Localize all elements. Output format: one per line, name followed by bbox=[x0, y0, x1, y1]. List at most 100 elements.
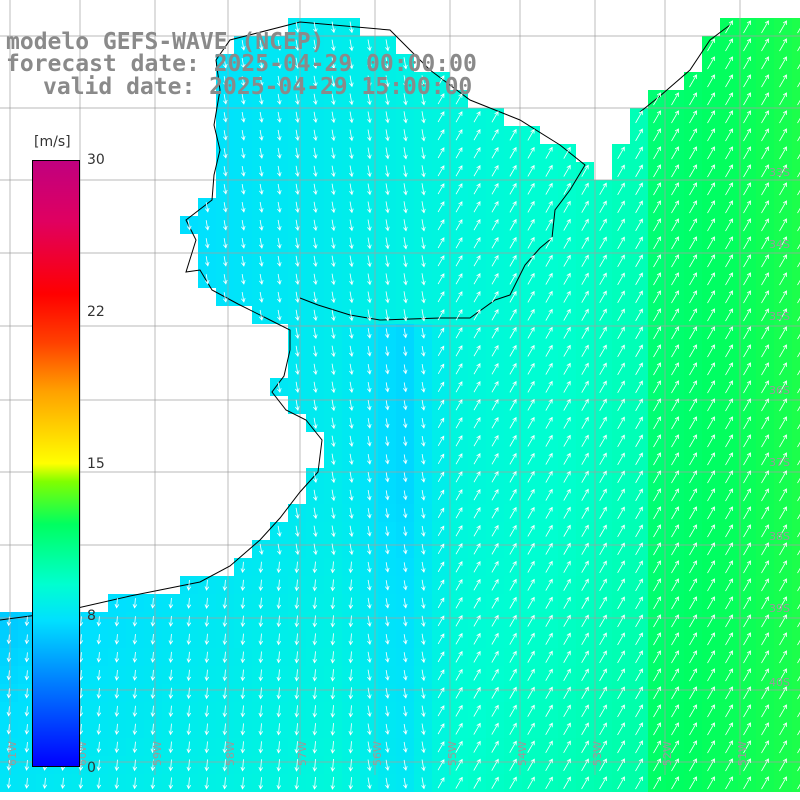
wind-arrow bbox=[689, 668, 697, 682]
wind-arrow bbox=[599, 326, 607, 339]
wind-arrow bbox=[581, 254, 589, 267]
wind-arrow bbox=[797, 45, 800, 52]
wind-cell bbox=[792, 378, 800, 396]
wind-arrow bbox=[509, 632, 517, 645]
wind-arrow bbox=[259, 129, 264, 141]
wind-arrow bbox=[437, 75, 445, 87]
wind-arrow bbox=[563, 416, 571, 429]
wind-arrow bbox=[671, 308, 679, 322]
wind-arrow bbox=[473, 111, 481, 123]
wind-arrow bbox=[222, 633, 228, 646]
wind-arrow bbox=[581, 308, 589, 321]
wind-arrow bbox=[509, 200, 517, 213]
wind-arrow bbox=[635, 272, 643, 286]
wind-arrow bbox=[294, 597, 300, 610]
wind-arrow bbox=[437, 291, 445, 303]
wind-arrow bbox=[671, 254, 679, 268]
wind-arrow bbox=[421, 525, 426, 537]
colorbar-unit: [m/s] bbox=[34, 134, 71, 150]
wind-arrow bbox=[455, 722, 463, 735]
wind-arrow bbox=[797, 459, 800, 466]
wind-arrow bbox=[330, 651, 336, 664]
wind-arrow bbox=[671, 182, 679, 196]
wind-arrow bbox=[617, 308, 625, 321]
wind-arrow bbox=[313, 489, 318, 502]
wind-arrow bbox=[150, 687, 156, 700]
wind-arrow bbox=[743, 380, 751, 394]
wind-arrow bbox=[509, 740, 517, 753]
wind-arrow bbox=[313, 381, 318, 394]
wind-arrow bbox=[545, 470, 553, 483]
wind-arrow bbox=[725, 38, 733, 52]
wind-arrow bbox=[707, 452, 715, 466]
wind-arrow bbox=[349, 165, 354, 178]
wind-arrow bbox=[367, 579, 372, 591]
wind-arrow bbox=[295, 21, 300, 33]
wind-arrow bbox=[653, 254, 661, 268]
wind-arrow bbox=[761, 578, 769, 592]
wind-arrow bbox=[295, 543, 300, 556]
wind-arrow bbox=[563, 218, 571, 231]
wind-arrow bbox=[599, 380, 607, 393]
wind-cell bbox=[792, 360, 800, 378]
wind-arrow bbox=[276, 651, 282, 664]
wind-arrow bbox=[653, 650, 661, 664]
wind-arrow bbox=[313, 183, 318, 196]
wind-arrow bbox=[421, 291, 426, 304]
wind-cell bbox=[792, 522, 800, 540]
wind-arrow bbox=[617, 362, 625, 375]
wind-arrow bbox=[509, 128, 517, 141]
wind-arrow bbox=[617, 560, 625, 574]
colorbar-tick-30: 30 bbox=[87, 152, 105, 168]
wind-arrow bbox=[473, 507, 481, 519]
wind-arrow bbox=[437, 309, 445, 321]
wind-arrow bbox=[653, 578, 661, 592]
wind-arrow bbox=[563, 776, 571, 790]
wind-arrow bbox=[277, 147, 282, 159]
wind-arrow bbox=[581, 326, 589, 339]
wind-arrow bbox=[349, 201, 354, 214]
wind-arrow bbox=[635, 434, 643, 448]
wind-arrow bbox=[259, 201, 264, 213]
wind-arrow bbox=[743, 542, 751, 556]
wind-arrow bbox=[491, 380, 499, 393]
wind-arrow bbox=[132, 651, 138, 663]
wind-arrow bbox=[599, 632, 607, 646]
wind-arrow bbox=[725, 722, 733, 736]
wind-arrow bbox=[312, 597, 318, 610]
wind-arrow bbox=[277, 165, 282, 177]
wind-arrow bbox=[707, 614, 715, 628]
wind-arrow bbox=[671, 200, 679, 214]
wind-arrow bbox=[295, 255, 300, 267]
wind-arrow bbox=[527, 452, 535, 465]
wind-arrow bbox=[222, 759, 228, 772]
wind-arrow bbox=[313, 21, 318, 34]
wind-arrow bbox=[599, 236, 607, 249]
wind-arrow bbox=[437, 219, 445, 231]
wind-arrow bbox=[258, 633, 264, 646]
wind-cell bbox=[792, 450, 800, 468]
wind-arrow bbox=[277, 93, 282, 105]
wind-arrow bbox=[313, 201, 318, 214]
wind-arrow bbox=[222, 705, 228, 718]
wind-arrow bbox=[258, 741, 264, 754]
wind-arrow bbox=[295, 525, 300, 538]
wind-arrow bbox=[797, 225, 800, 232]
wind-arrow bbox=[527, 542, 535, 555]
wind-arrow bbox=[599, 488, 607, 501]
wind-arrow bbox=[761, 128, 769, 142]
wind-arrow bbox=[797, 189, 800, 196]
wind-arrow bbox=[473, 435, 481, 447]
wind-arrow bbox=[437, 633, 445, 645]
wind-arrow bbox=[671, 128, 679, 142]
wind-arrow bbox=[617, 236, 625, 249]
wind-arrow bbox=[797, 639, 800, 646]
wind-arrow bbox=[241, 130, 246, 141]
wind-arrow bbox=[599, 290, 607, 303]
wind-arrow bbox=[797, 279, 800, 286]
wind-arrow bbox=[797, 369, 800, 376]
wind-arrow bbox=[421, 435, 426, 447]
wind-arrow bbox=[743, 218, 751, 232]
wind-arrow bbox=[276, 597, 282, 610]
